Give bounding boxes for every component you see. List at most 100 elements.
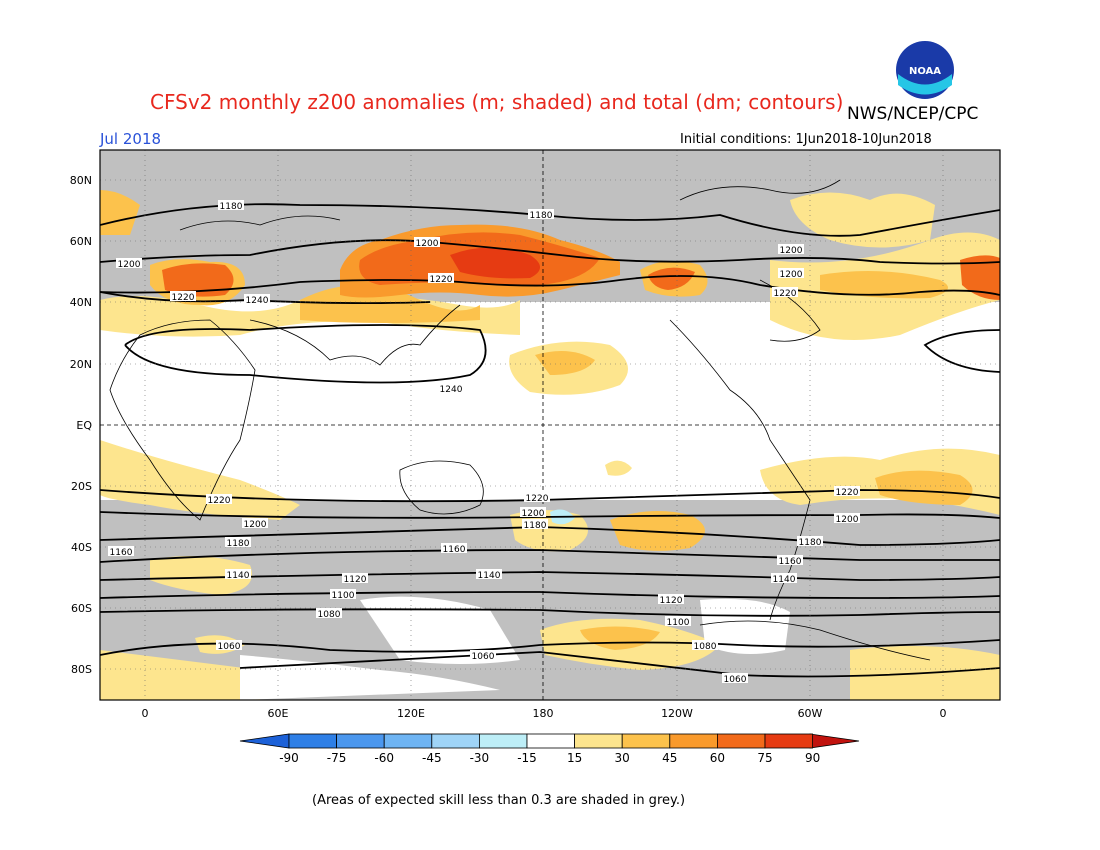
lon-label: 60E	[268, 707, 289, 720]
contour-label-bg	[692, 640, 718, 650]
contour-label: 1220	[526, 494, 549, 504]
valid-month: Jul 2018	[100, 130, 162, 148]
contour-label: 1200	[416, 239, 439, 249]
colorbar-tick-label: 30	[615, 751, 630, 765]
contour-label-bg	[116, 258, 142, 268]
contour-label-bg	[470, 650, 496, 660]
colorbar-box	[717, 733, 766, 749]
contour-label: 1220	[774, 289, 797, 299]
contour-label-bg	[778, 244, 804, 254]
contour-label-bg	[522, 519, 548, 529]
contour-label-bg	[778, 268, 804, 278]
contour-label: 1240	[246, 296, 269, 306]
colorbar-tick-label: 90	[805, 751, 820, 765]
colorbar-tick-label: -30	[470, 751, 490, 765]
positive-anomaly-shading	[100, 190, 1000, 476]
contour-label: 1080	[694, 642, 717, 652]
colorbar-box	[288, 733, 337, 749]
lat-label: 60N	[70, 235, 92, 248]
map-title: CFSv2 monthly z200 anomalies (m; shaded)…	[150, 90, 844, 114]
total-height-contours	[100, 203, 1000, 678]
contour-label-bg	[225, 569, 251, 579]
colorbar-box	[336, 733, 385, 749]
contour-label: 1180	[220, 202, 243, 212]
contour-label: 1140	[478, 571, 501, 581]
colorbar-box	[431, 733, 480, 749]
contour-label-bg	[316, 608, 342, 618]
contour-label: 1220	[172, 293, 195, 303]
contour-label-bg	[108, 546, 134, 556]
colorbar-box	[764, 733, 813, 749]
lat-label: EQ	[76, 419, 92, 432]
contour-label: 1160	[443, 545, 466, 555]
lat-label: 20S	[71, 480, 92, 493]
colorbar-tick-label: 45	[662, 751, 677, 765]
contour-label-bg	[722, 673, 748, 683]
colorbar-right-arrow	[809, 733, 860, 749]
contour-label: 1220	[430, 275, 453, 285]
contour-label-bg	[441, 543, 467, 553]
contour-label: 1180	[530, 211, 553, 221]
colorbar-tick-label: 75	[757, 751, 772, 765]
contour-label: 1200	[780, 246, 803, 256]
contour-label-bg	[476, 569, 502, 579]
contour-label-bg	[658, 594, 684, 604]
contour-label-bg	[342, 573, 368, 583]
plot-frame	[99, 149, 1001, 701]
contour-label: 1200	[836, 515, 859, 525]
contour-label-bg	[834, 486, 860, 496]
lon-label: 0	[940, 707, 947, 720]
contour-label: 1120	[660, 596, 683, 606]
map-plot-area: 1180 1180 1200 1200 1200 1200 1220 1220 …	[100, 150, 1000, 700]
contour-label: 1240	[440, 385, 463, 395]
lat-label: 80N	[70, 174, 92, 187]
contour-label: 1200	[522, 509, 545, 519]
contour-label-bg	[206, 494, 232, 504]
contour-label: 1100	[667, 618, 690, 628]
contour-label-bg	[218, 200, 244, 210]
colorbar-tick-label: -90	[279, 751, 299, 765]
reference-lines	[100, 150, 1000, 700]
lat-label: 40N	[70, 296, 92, 309]
lon-label: 180	[533, 707, 554, 720]
contour-label: 1180	[227, 539, 250, 549]
contour-label-bg	[772, 287, 798, 297]
logo-text: NOAA	[909, 66, 941, 77]
graticule	[100, 150, 1000, 700]
colorbar-box	[478, 733, 528, 749]
colorbar-tick-label: -15	[517, 751, 537, 765]
contour-labels: 1180 1180 1200 1200 1200 1200 1220 1220 …	[108, 200, 860, 685]
contour-label: 1080	[318, 610, 341, 620]
colorbar-box	[383, 733, 433, 749]
contour-label: 1220	[836, 488, 859, 498]
contour-label-bg	[520, 507, 546, 517]
contour-label-bg	[414, 237, 440, 247]
southern-white-patches	[240, 596, 790, 700]
colorbar-tick-label: -75	[327, 751, 347, 765]
colorbar-box	[621, 733, 671, 749]
lon-label: 0	[142, 707, 149, 720]
contour-label-bg	[797, 536, 823, 546]
contour-label-bg	[242, 518, 268, 528]
contour-label: 1200	[244, 520, 267, 530]
contour-label: 1200	[118, 260, 141, 270]
contour-label-bg	[834, 513, 860, 523]
contour-label: 1220	[208, 496, 231, 506]
contour-label-bg	[665, 616, 691, 626]
contour-label: 1180	[524, 521, 547, 531]
contour-label-bg	[170, 291, 196, 301]
contour-label: 1180	[799, 538, 822, 548]
contour-label-bg	[330, 589, 356, 599]
lon-label: 120E	[397, 707, 425, 720]
contour-label: 1100	[332, 591, 355, 601]
colorbar-box	[574, 733, 623, 749]
contour-label: 1120	[344, 575, 367, 585]
colorbar: -90 -75 -60 -45 -30 -15 15 30 45 60 75 90	[239, 733, 860, 765]
contour-label-bg	[438, 383, 464, 393]
lat-label: 20N	[70, 358, 92, 371]
contour-label: 1060	[724, 675, 747, 685]
contour-label-bg	[771, 573, 797, 583]
initial-conditions: Initial conditions: 1Jun2018-10Jun2018	[680, 132, 932, 147]
colorbar-box	[669, 733, 718, 749]
